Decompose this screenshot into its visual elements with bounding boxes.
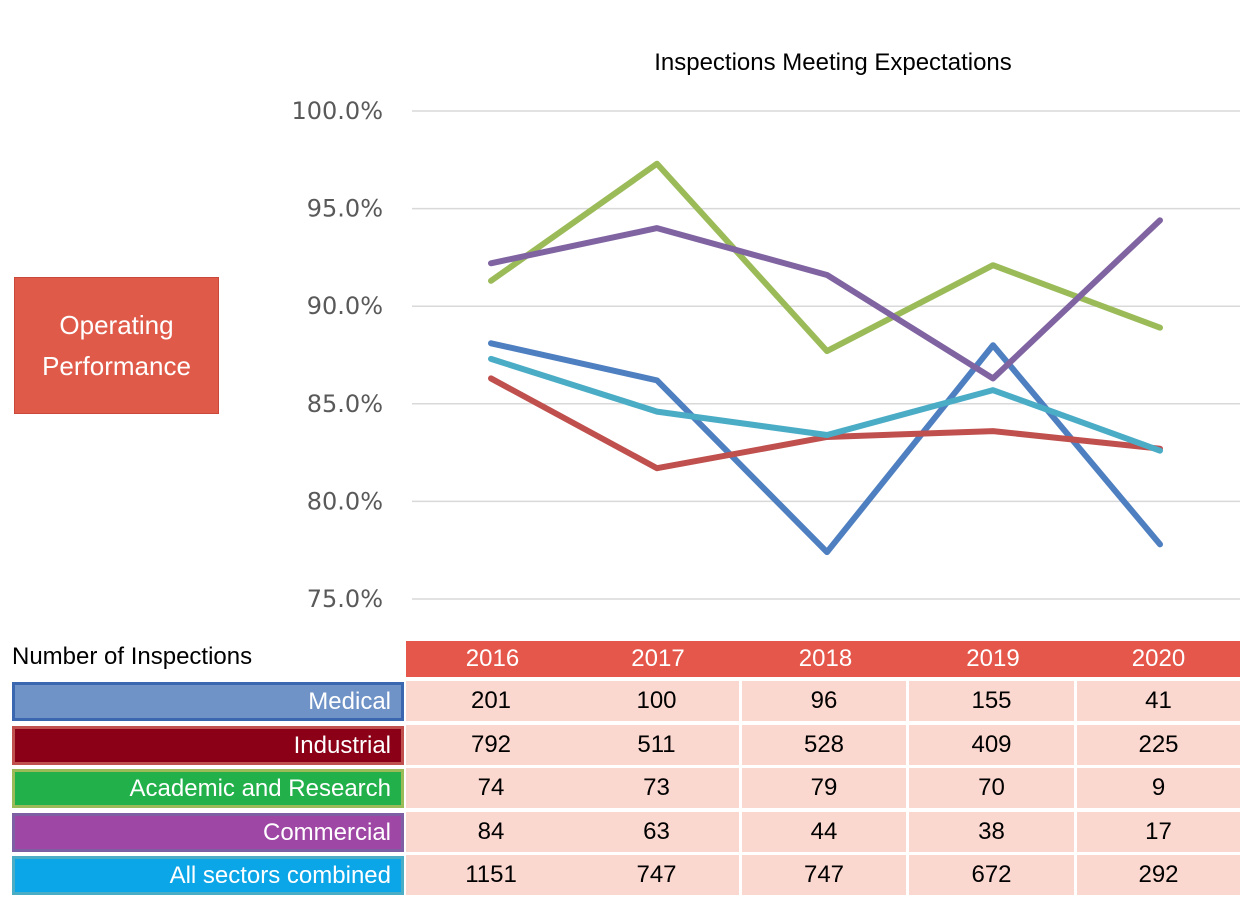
table-cell: 225	[1077, 725, 1240, 765]
year-header-2016: 2016	[406, 641, 579, 677]
table-cell: 96	[742, 681, 906, 721]
line-chart: Inspections Meeting Expectations 100.0% 9…	[291, 49, 1240, 613]
badge-line-1: Operating	[59, 309, 174, 340]
row-label-academic-and-research: Academic and Research	[12, 769, 404, 808]
y-tick-label: 100.0%	[291, 97, 383, 125]
series-line-academic	[488, 160, 1163, 355]
table-cell: 672	[909, 855, 1074, 895]
series-line-medical	[488, 340, 1163, 556]
series-line-all-sectors	[488, 355, 1163, 454]
table-cell: 70	[909, 768, 1074, 808]
table-cell: 747	[742, 855, 906, 895]
table-cell: 41	[1077, 681, 1240, 721]
row-label-industrial: Industrial	[12, 726, 404, 765]
table-cell: 17	[1077, 812, 1240, 852]
row-label-medical: Medical	[12, 682, 404, 721]
table-cell: 292	[1077, 855, 1240, 895]
series-lines	[488, 160, 1163, 556]
row-label-commercial: Commercial	[12, 813, 404, 852]
year-header-2019: 2019	[909, 641, 1077, 677]
table-cell: 9	[1077, 768, 1240, 808]
gridlines	[412, 110, 1240, 600]
table-heading: Number of Inspections	[12, 643, 253, 670]
table-cell: 100	[574, 681, 739, 721]
y-axis-ticks: 100.0% 95.0% 90.0% 85.0% 80.0% 75.0%	[291, 97, 383, 613]
table-cell: 73	[574, 768, 739, 808]
y-tick-label: 95.0%	[307, 195, 383, 223]
table-cell: 201	[406, 681, 576, 721]
year-header-2018: 2018	[742, 641, 909, 677]
operating-performance-badge: Operating Performance	[14, 277, 219, 414]
table-cell: 511	[574, 725, 739, 765]
table-cell: 792	[406, 725, 576, 765]
year-header-2017: 2017	[574, 641, 742, 677]
table-cell: 409	[909, 725, 1074, 765]
table-cell: 155	[909, 681, 1074, 721]
row-label-all-sectors-combined: All sectors combined	[12, 856, 404, 895]
badge-line-2: Performance	[42, 350, 191, 381]
y-tick-label: 80.0%	[307, 487, 383, 515]
table-cell: 38	[909, 812, 1074, 852]
y-tick-label: 90.0%	[307, 292, 383, 320]
table-cell: 79	[742, 768, 906, 808]
table-cell: 74	[406, 768, 576, 808]
y-tick-label: 85.0%	[307, 390, 383, 418]
table-cell: 63	[574, 812, 739, 852]
table-cell: 747	[574, 855, 739, 895]
table-cell: 528	[742, 725, 906, 765]
chart-title: Inspections Meeting Expectations	[654, 49, 1012, 76]
series-line-commercial	[488, 217, 1163, 382]
year-header-2020: 2020	[1077, 641, 1240, 677]
table-cell: 1151	[406, 855, 576, 895]
table-cell: 44	[742, 812, 906, 852]
y-tick-label: 75.0%	[307, 585, 383, 613]
table-cell: 84	[406, 812, 576, 852]
